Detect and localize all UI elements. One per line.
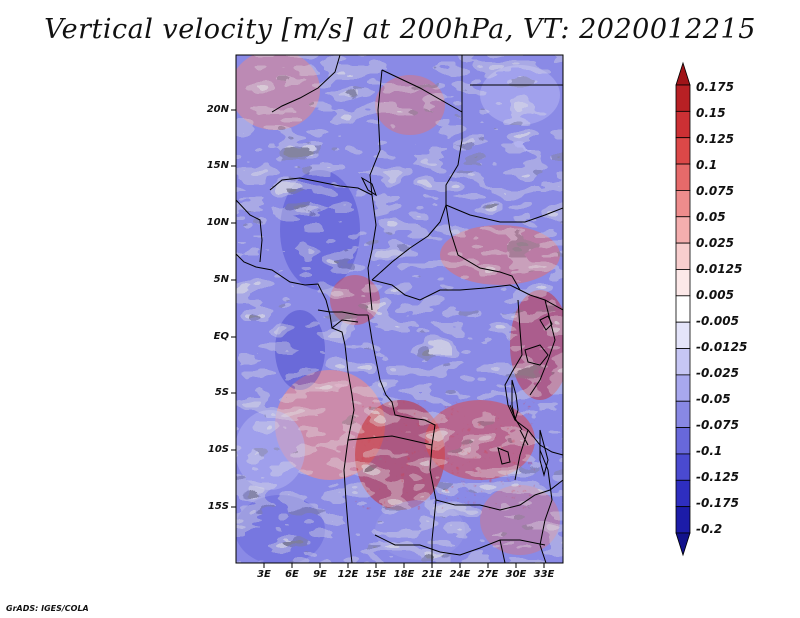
colorbar-label: 0.15 — [696, 106, 726, 120]
colorbar-label: -0.175 — [696, 496, 739, 510]
lon-label: 6E — [285, 569, 299, 580]
lat-label: 10S — [207, 444, 229, 455]
colorbar-swatch — [675, 532, 691, 557]
colorbar-swatch — [675, 453, 691, 481]
colorbar-label: -0.125 — [696, 470, 739, 484]
colorbar-label: -0.05 — [696, 392, 731, 406]
colorbar-swatch — [675, 163, 691, 191]
colorbar-label: 0.005 — [696, 288, 734, 302]
colorbar-swatch — [675, 479, 691, 508]
lat-label: 10N — [206, 217, 229, 228]
colorbar-swatch — [675, 321, 691, 349]
colorbar-swatch — [675, 348, 691, 376]
lon-label: 21E — [421, 569, 443, 580]
axis-ticks — [231, 109, 545, 568]
colorbar-swatch — [675, 242, 691, 270]
field-speckle — [355, 400, 535, 510]
colorbar-swatch — [675, 269, 691, 297]
lon-label: 15E — [365, 569, 387, 580]
colorbar-label: -0.1 — [696, 444, 723, 458]
colorbar — [675, 61, 691, 557]
colorbar-swatch — [675, 295, 691, 323]
software-credit: GrADS: IGES/COLA — [6, 604, 89, 613]
colorbar-swatch — [675, 190, 691, 218]
lat-label: 15N — [206, 160, 229, 171]
lon-label: 18E — [393, 569, 415, 580]
colorbar-swatch — [675, 374, 691, 402]
lat-label: 5S — [214, 387, 229, 398]
lon-label: 3E — [257, 569, 271, 580]
colorbar-label: -0.075 — [696, 418, 739, 432]
lat-label: 15S — [207, 501, 229, 512]
lon-label: 9E — [313, 569, 327, 580]
colorbar-swatch — [675, 400, 691, 428]
lon-label: 33E — [533, 569, 555, 580]
colorbar-swatch — [675, 110, 691, 139]
map-frame — [235, 54, 564, 564]
colorbar-label: 0.05 — [696, 210, 726, 224]
colorbar-label: -0.2 — [696, 522, 723, 536]
lon-label: 27E — [477, 569, 499, 580]
figure-title: Vertical velocity [m/s] at 200hPa, VT: 2… — [44, 14, 756, 45]
colorbar-swatch — [675, 216, 691, 244]
colorbar-label: -0.005 — [696, 314, 739, 328]
colorbar-label: 0.175 — [696, 80, 734, 94]
colorbar-swatch — [675, 137, 691, 165]
colorbar-label: 0.125 — [696, 132, 734, 146]
lon-label: 30E — [505, 569, 527, 580]
lon-label: 24E — [449, 569, 471, 580]
lon-label: 12E — [337, 569, 359, 580]
lat-label: 20N — [206, 104, 229, 115]
colorbar-label: -0.025 — [696, 366, 739, 380]
colorbar-label: 0.025 — [696, 236, 734, 250]
colorbar-label: 0.0125 — [696, 262, 743, 276]
colorbar-label: 0.075 — [696, 184, 734, 198]
lakes — [360, 176, 553, 477]
colorbar-swatch — [675, 84, 691, 112]
colorbar-swatch — [675, 61, 691, 86]
lat-label: 5N — [213, 274, 229, 285]
colorbar-label: 0.1 — [696, 158, 718, 172]
political-boundaries — [236, 55, 563, 563]
lat-label: EQ — [213, 331, 229, 342]
colorbar-swatch — [675, 506, 691, 534]
map-area — [236, 55, 563, 563]
colorbar-label: -0.0125 — [696, 340, 748, 354]
colorbar-swatch — [675, 427, 691, 455]
